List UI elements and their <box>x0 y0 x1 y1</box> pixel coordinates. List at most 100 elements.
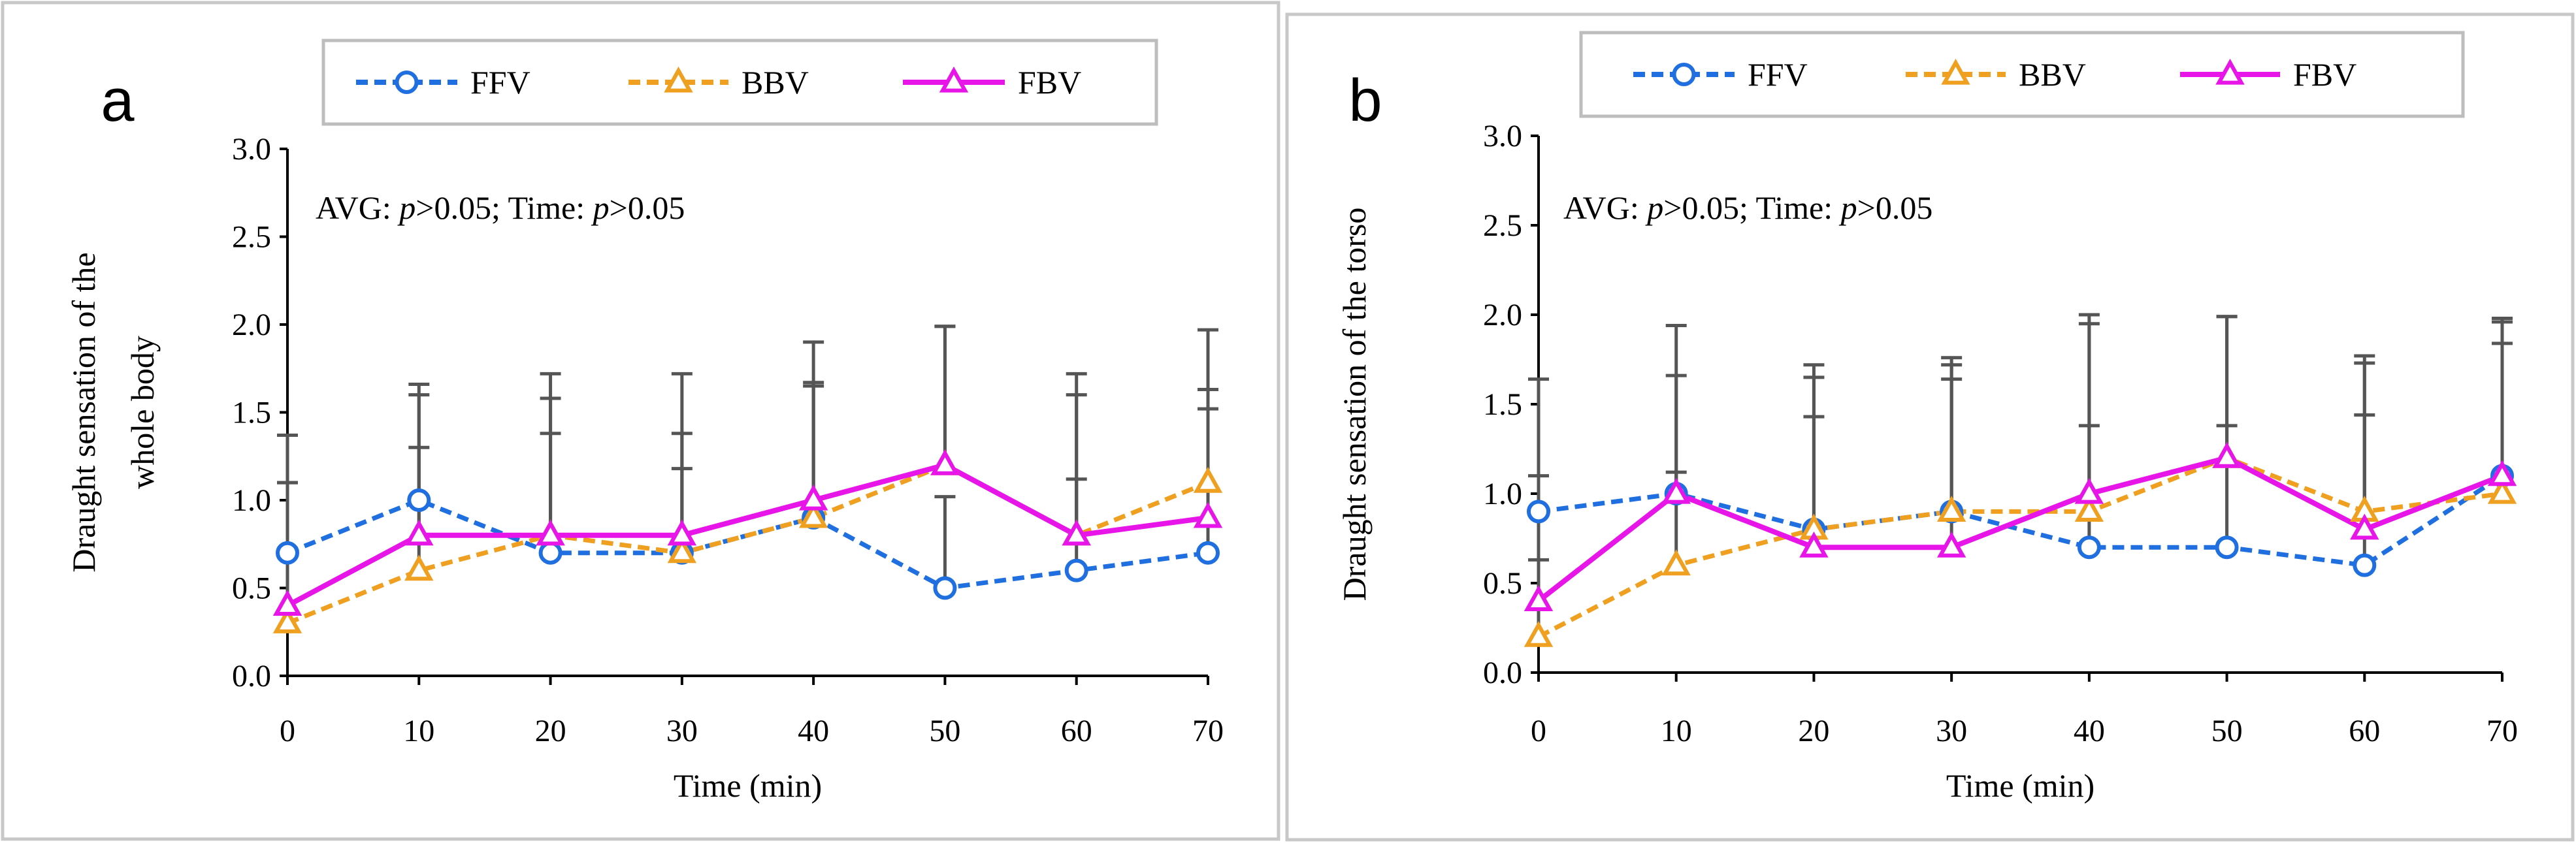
legend-label: BBV <box>742 64 809 101</box>
error-bar-fbv <box>540 372 561 535</box>
error-bar-fbv <box>1528 474 1549 601</box>
legend-box <box>321 39 1158 126</box>
data-point-ffv <box>1064 558 1088 582</box>
legend-marker <box>939 66 969 93</box>
annotation-part: p <box>591 189 610 226</box>
panel-a-frame <box>1 1 1280 841</box>
y-axis-title-line: whole body <box>124 336 161 489</box>
legend-item-fbv: FBV <box>2180 56 2356 93</box>
error-bar-fbv <box>803 340 824 500</box>
legend-marker <box>1672 63 1696 86</box>
legend-marker <box>664 66 693 93</box>
data-point-fbv <box>1661 477 1691 504</box>
data-point-bbv <box>404 554 434 581</box>
data-point-ffv <box>2077 535 2101 560</box>
error-bar-fbv <box>2216 315 2238 458</box>
data-point-ffv <box>2353 553 2377 577</box>
x-tick-label: 50 <box>929 714 960 748</box>
y-tick-label: 2.0 <box>232 308 271 342</box>
data-point-bbv <box>272 607 302 633</box>
y-axis-title-line: Draught sensation of the torso <box>1336 208 1373 601</box>
y-tick-label: 2.5 <box>1483 208 1522 243</box>
data-point-ffv <box>1196 541 1220 565</box>
y-tick-label: 1.0 <box>1483 477 1522 511</box>
data-point-fbv <box>798 484 828 511</box>
panel-letter: a <box>101 67 135 134</box>
data-point-ffv <box>1527 500 1550 524</box>
panel-b-frame <box>1285 12 2575 842</box>
stats-annotation: AVG: p>0.05; Time: p>0.05 <box>316 189 685 226</box>
y-tick-label: 0.5 <box>232 571 271 606</box>
x-axis-title: Time (min) <box>674 767 822 804</box>
legend-item-ffv: FFV <box>1633 56 1808 93</box>
legend-item-fbv: FBV <box>903 64 1081 101</box>
panel-a-chart: a FFV BBV FBV 0.0 0.5 1.0 1.5 2.0 2.5 3.0 0 10 20 30 40… <box>65 39 1224 804</box>
data-point-ffv <box>407 488 431 512</box>
error-bar-ffv <box>934 495 956 588</box>
annotation-part: >0.05; Time: <box>416 189 593 226</box>
x-tick-label: 70 <box>1192 714 1224 748</box>
annotation-part: >0.05; Time: <box>1663 189 1840 226</box>
panel-b-chart: b FFV BBV FBV 0.0 0.5 1.0 1.5 2.0 2.5 3.0 0 10 20 30 40… <box>1336 31 2518 804</box>
data-point-fbv <box>2487 460 2517 486</box>
data-point-bbv <box>1936 496 1966 522</box>
annotation-part: >0.05 <box>610 189 685 226</box>
legend-label: FFV <box>1748 56 1808 93</box>
y-tick-label: 1.0 <box>232 483 271 518</box>
legend-marker <box>1941 58 1970 85</box>
y-tick-label: 1.5 <box>232 396 271 430</box>
data-point-ffv <box>538 541 562 565</box>
y-tick-label: 1.5 <box>1483 387 1522 422</box>
x-tick-label: 50 <box>2211 714 2243 748</box>
data-point-fbv <box>404 519 434 546</box>
y-tick-label: 0.0 <box>1483 656 1522 690</box>
legend-marker <box>2215 58 2245 85</box>
stats-annotation: AVG: p>0.05; Time: p>0.05 <box>1563 189 1932 226</box>
error-bar-fbv <box>1198 388 1218 518</box>
y-axis-title: Draught sensation of the torso <box>1336 208 1373 601</box>
data-point-bbv <box>1524 621 1554 647</box>
error-bar-fbv <box>1665 323 1687 494</box>
x-tick-label: 0 <box>280 714 295 748</box>
error-bar-fbv <box>2492 316 2513 476</box>
x-tick-label: 40 <box>2074 714 2105 748</box>
x-axis-title: Time (min) <box>1946 767 2095 804</box>
panel-letter: b <box>1348 67 1382 134</box>
x-tick-label: 10 <box>403 714 434 748</box>
data-point-fbv <box>930 449 960 475</box>
series-line-fbv <box>1537 454 2503 603</box>
series-line-fbv <box>286 462 1209 608</box>
legend-item-ffv: FFV <box>356 64 530 101</box>
x-tick-label: 70 <box>2486 714 2518 748</box>
data-point-bbv <box>2487 477 2517 504</box>
legend-marker <box>395 71 419 94</box>
legend-label: FBV <box>1018 64 1081 101</box>
data-point-ffv <box>933 576 957 600</box>
data-point-bbv <box>667 537 697 564</box>
legend-item-bbv: BBV <box>1906 56 2086 93</box>
series-line-ffv <box>1538 473 2503 568</box>
series-line-bbv <box>1537 455 2503 639</box>
y-axis-title-line: Draught sensation of the <box>65 252 102 572</box>
data-point-bbv <box>2074 496 2104 522</box>
annotation-part: AVG: <box>316 189 399 226</box>
data-point-fbv <box>2074 477 2104 504</box>
data-point-fbv <box>1193 501 1223 528</box>
annotation-part: p <box>1839 189 1857 226</box>
data-point-fbv <box>272 590 302 616</box>
annotation-part: >0.05 <box>1857 189 1933 226</box>
y-tick-label: 3.0 <box>232 132 271 167</box>
data-point-fbv <box>1062 519 1091 546</box>
data-point-fbv <box>667 519 697 546</box>
legend-label: FBV <box>2293 56 2356 93</box>
y-axis-title: Draught sensation of the whole body <box>65 252 161 572</box>
error-bar-fbv <box>2078 313 2100 494</box>
data-point-fbv <box>1524 585 1554 611</box>
y-tick-label: 3.0 <box>1483 119 1522 153</box>
x-tick-label: 60 <box>1061 714 1092 748</box>
legend-label: FFV <box>470 64 530 101</box>
x-tick-label: 30 <box>666 714 698 748</box>
annotation-part: p <box>1645 189 1663 226</box>
error-bar-fbv <box>1066 372 1087 535</box>
